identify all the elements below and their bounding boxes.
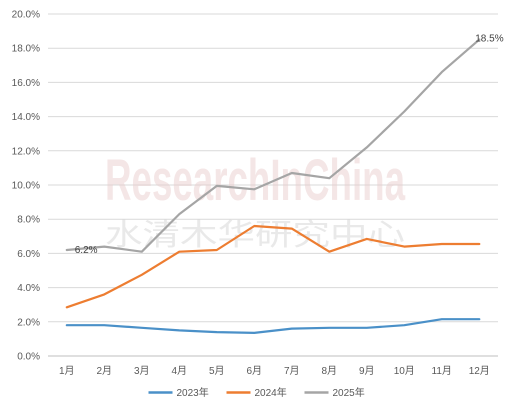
gridlines (48, 13, 498, 323)
y-tick-label: 20.0% (12, 10, 40, 21)
x-tick-label: 2月 (96, 365, 112, 377)
watermark-chinese-text: 水清木华研究中心 (105, 218, 405, 253)
x-tick-label: 9月 (359, 365, 375, 377)
legend-item: 2023年 (148, 386, 209, 399)
data-label: 18.5% (475, 34, 503, 45)
x-tick-label: 6月 (246, 365, 262, 377)
x-tick-label: 1月 (59, 365, 75, 377)
y-tick-label: 6.0% (17, 249, 40, 260)
series-line-2023年 (65, 318, 481, 334)
y-tick-label: 16.0% (12, 78, 40, 89)
data-label: 6.2% (75, 245, 98, 256)
y-tick-label: 8.0% (17, 215, 40, 226)
x-tick-label: 8月 (321, 365, 337, 377)
axes: 0.0% 2.0% 4.0% 6.0% 8.0% 10.0% 12.0% 14.0% 16.0%… (12, 10, 498, 377)
y-tick-label: 2.0% (17, 317, 40, 328)
legend-label: 2025年 (333, 386, 365, 399)
x-tick-label: 10月 (394, 365, 415, 377)
x-tick-label: 5月 (209, 365, 225, 377)
legend-label: 2024年 (255, 386, 287, 399)
x-tick-label: 3月 (134, 365, 150, 377)
legend-item: 2025年 (304, 386, 365, 399)
y-tick-label: 0.0% (17, 352, 40, 363)
legend-label: 2023年 (177, 386, 209, 399)
y-tick-label: 12.0% (12, 146, 40, 157)
x-tick-label: 4月 (171, 365, 187, 377)
y-tick-label: 10.0% (12, 181, 40, 192)
x-tick-label: 7月 (284, 365, 300, 377)
series-lines (65, 38, 481, 334)
series-line-2025年 (65, 38, 481, 253)
y-tick-label: 14.0% (12, 112, 40, 123)
annotations: 6.2% 18.5% (75, 34, 504, 256)
y-tick-label: 4.0% (17, 283, 40, 294)
legend-item: 2024年 (226, 386, 287, 399)
watermark: ResearchInChina 水清木华研究中心 (105, 148, 405, 253)
series-line-2024年 (65, 224, 481, 309)
x-tick-label: 11月 (432, 365, 452, 377)
legend: 2023年 2024年 2025年 (148, 386, 365, 399)
y-tick-label: 18.0% (12, 44, 40, 55)
watermark-latin-text: ResearchInChina (105, 148, 405, 213)
x-tick-label: 12月 (469, 365, 490, 377)
